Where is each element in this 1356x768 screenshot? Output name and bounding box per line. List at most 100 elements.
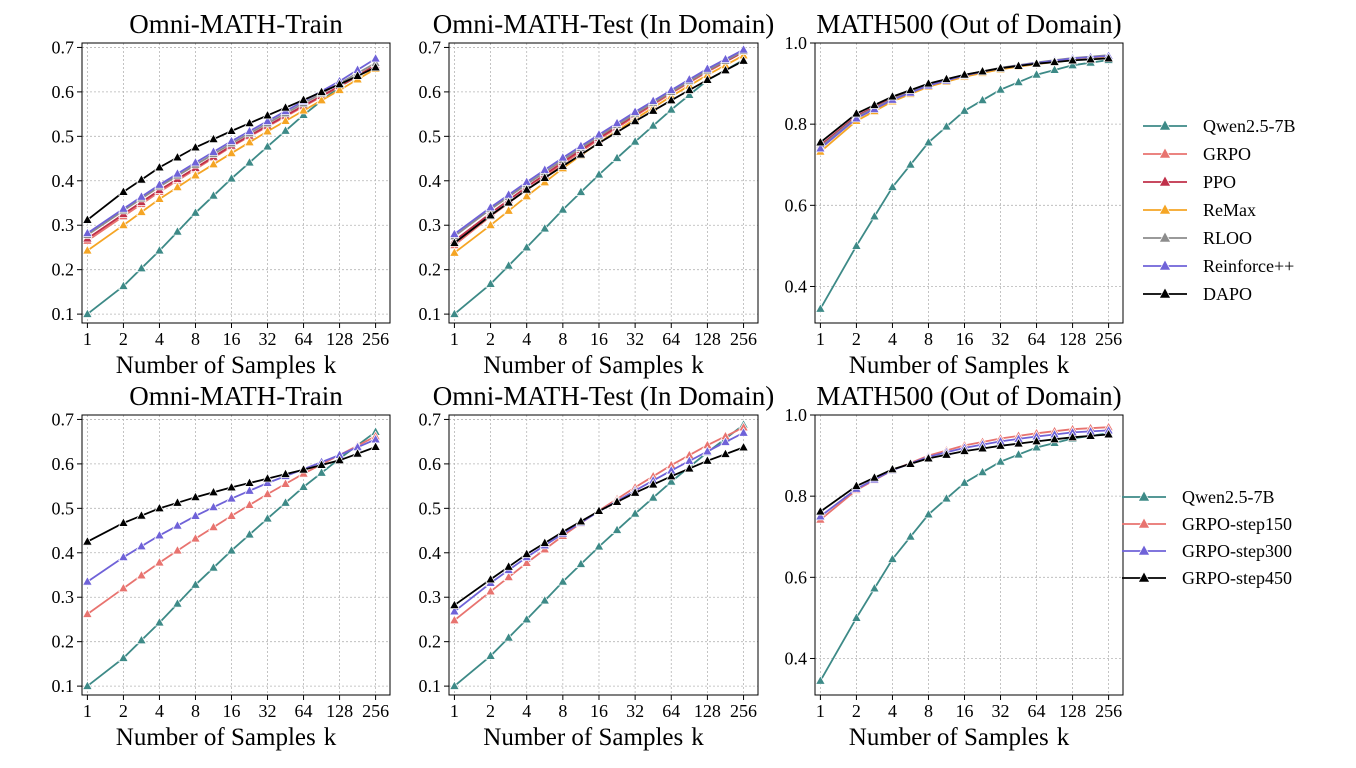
x-tick-label: 4 — [522, 329, 531, 349]
y-tick-label: 0.5 — [52, 126, 75, 146]
data-point — [905, 158, 916, 169]
data-point — [262, 512, 273, 523]
data-point — [521, 557, 532, 567]
data-point — [208, 501, 219, 511]
subplot-6: 1 2 4 8 16 32 64 128 256 0.4 0.6 0.8 1.0 MATH500 (Out… — [785, 381, 1124, 751]
legend-entry: Qwen2.5-7B — [1143, 116, 1296, 136]
data-point — [503, 571, 514, 581]
x-tick-label: 2 — [852, 701, 861, 721]
data-point — [815, 675, 826, 685]
series-line — [86, 57, 377, 234]
series-grpo-step450 — [449, 441, 749, 609]
legend-label: GRPO-step150 — [1182, 514, 1292, 534]
data-point — [815, 303, 826, 313]
legend-entry: GRPO-step300 — [1122, 541, 1292, 561]
data-point — [262, 125, 273, 136]
data-point — [1085, 430, 1096, 440]
data-point — [684, 89, 695, 99]
series-line — [453, 60, 744, 244]
x-tick-label: 128 — [1059, 329, 1086, 349]
data-point — [118, 203, 129, 213]
legend-label: ReMax — [1203, 200, 1256, 220]
data-point — [539, 172, 551, 182]
x-tick-label: 256 — [1095, 701, 1122, 721]
legend-label: Qwen2.5-7B — [1182, 487, 1275, 507]
y-tick-label: 0.3 — [419, 587, 442, 607]
x-tick-label: 2 — [119, 329, 128, 349]
data-point — [611, 126, 623, 136]
x-tick-label: 256 — [362, 329, 389, 349]
data-point — [136, 191, 147, 201]
data-point — [815, 510, 826, 521]
series-line — [86, 65, 377, 315]
x-tick-label: 4 — [155, 701, 164, 721]
legend-label: RLOO — [1203, 228, 1252, 248]
data-point — [136, 569, 147, 580]
data-point — [154, 616, 165, 627]
data-point — [298, 481, 309, 491]
data-point — [244, 499, 255, 509]
data-point — [208, 133, 219, 143]
x-tick-label: 256 — [1095, 329, 1122, 349]
series-line — [453, 59, 744, 315]
data-point — [449, 599, 460, 609]
data-point — [575, 148, 587, 159]
data-point — [941, 120, 952, 131]
data-point — [485, 209, 496, 220]
data-point — [172, 167, 183, 178]
x-tick-label: 128 — [694, 701, 721, 721]
data-point — [521, 183, 532, 194]
x-tick-label: 8 — [924, 329, 933, 349]
data-point — [172, 181, 183, 191]
data-point — [702, 63, 713, 73]
x-axis-label-variable: k — [691, 724, 704, 751]
data-point — [334, 78, 345, 89]
data-point — [262, 488, 273, 498]
plot-frame — [81, 42, 391, 324]
x-tick-label: 64 — [662, 329, 680, 349]
data-point — [190, 207, 201, 217]
series-grpo-step300 — [82, 433, 381, 586]
subplot-4: 1 2 4 8 16 32 64 128 256 0.1 0.2 0.3 0.4 0.5 0.6 0.7 Omn… — [52, 381, 391, 751]
x-axis-label-text: Number of Samples — [116, 724, 316, 751]
data-point — [154, 161, 165, 172]
data-point — [280, 497, 291, 507]
data-point — [521, 241, 532, 252]
chart-title: Omni-MATH-Train — [129, 9, 343, 39]
data-point — [118, 517, 129, 527]
y-tick-label: 0.6 — [785, 195, 808, 215]
data-point — [352, 70, 363, 80]
data-point — [593, 540, 605, 551]
data-point — [557, 203, 569, 214]
data-point — [665, 103, 677, 114]
legend-label: DAPO — [1203, 284, 1252, 304]
data-point — [485, 219, 496, 229]
subplot-1: 1 2 4 8 16 32 64 128 256 0.1 0.2 0.3 0.4 0.5 0.6 0.7 Omn… — [52, 9, 391, 379]
x-axis-label-variable: k — [1057, 352, 1070, 379]
data-point — [995, 440, 1006, 450]
data-point — [977, 94, 988, 104]
data-point — [503, 631, 514, 642]
data-point — [226, 135, 237, 145]
x-tick-label: 1 — [83, 329, 92, 349]
legend-entry: ReMax — [1143, 200, 1256, 220]
x-tick-label: 32 — [992, 701, 1010, 721]
data-point — [959, 68, 970, 79]
data-point — [208, 486, 219, 497]
x-tick-label: 1 — [83, 701, 92, 721]
data-point — [539, 222, 551, 233]
legend-label: GRPO-step300 — [1182, 541, 1292, 561]
series-dapo — [815, 52, 1114, 147]
data-point — [118, 652, 129, 662]
plot-frame — [81, 414, 391, 696]
legend-marker — [1137, 571, 1151, 583]
x-tick-label: 32 — [259, 701, 277, 721]
x-axis-label-text: Number of Samples — [483, 352, 683, 379]
data-point — [887, 181, 898, 191]
data-point — [190, 141, 201, 152]
data-point — [977, 466, 988, 476]
x-axis-label: Number of Samples k — [116, 724, 337, 751]
data-point — [118, 280, 129, 290]
series-line — [819, 432, 1109, 682]
data-point — [262, 140, 273, 151]
